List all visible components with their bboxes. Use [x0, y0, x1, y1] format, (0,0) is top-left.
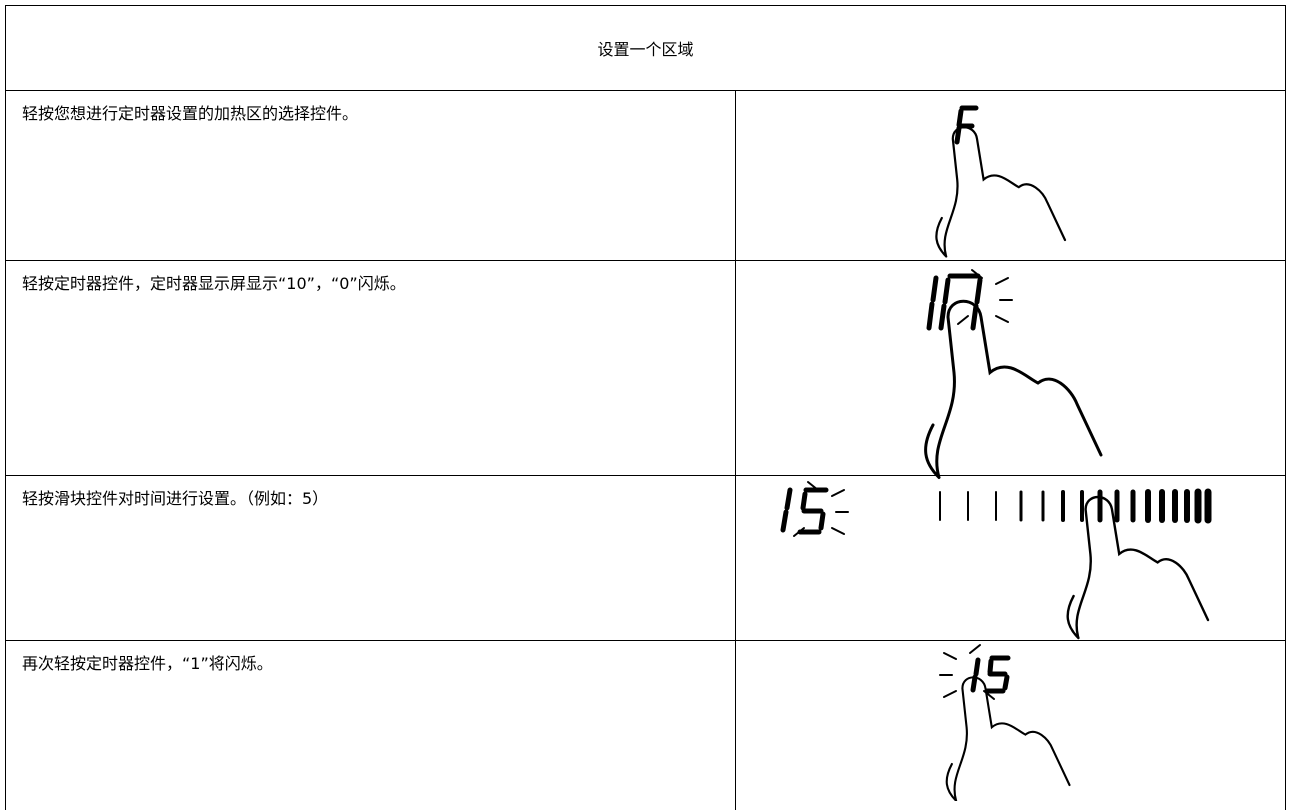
step-image: [735, 475, 1286, 641]
step-text: 轻按您想进行定时器设置的加热区的选择控件。: [5, 90, 736, 261]
finger-icon: [939, 644, 1071, 801]
table-header: 设置一个区域: [5, 5, 1286, 91]
finger-icon: [924, 269, 1103, 479]
step-text: 再次轻按定时器控件，“1”将闪烁。: [5, 640, 736, 810]
step-image: [735, 640, 1286, 810]
step-text: 轻按定时器控件，定时器显示屏显示“10”，“0”闪烁。: [5, 260, 736, 476]
finger-icon: [780, 481, 1212, 640]
step-text: 轻按滑块控件对时间进行设置。（例如：5）: [5, 475, 736, 641]
slider-bars: [939, 488, 1212, 524]
step-image: [735, 90, 1286, 261]
finger-icon: [935, 105, 1067, 258]
step-image: [735, 260, 1286, 476]
